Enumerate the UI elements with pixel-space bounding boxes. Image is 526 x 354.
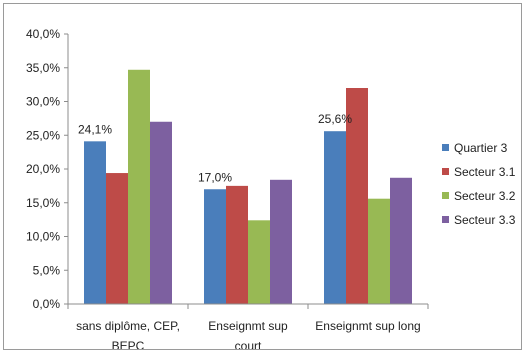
bar bbox=[368, 198, 390, 304]
legend-label: Quartier 3 bbox=[454, 141, 508, 155]
x-category-label: BEPC bbox=[112, 339, 145, 349]
grouped-bar-chart: 0,0% 5,0% 10,0% 15,0% 20,0% 25,0% 30,0% 35,0% 40… bbox=[26, 27, 516, 349]
bar bbox=[324, 131, 346, 304]
y-tick-label: 40,0% bbox=[26, 27, 60, 41]
bar bbox=[226, 185, 248, 304]
legend: Quartier 3 Secteur 3.1 Secteur 3.2 Secteur … bbox=[442, 141, 516, 227]
y-tick-label: 5,0% bbox=[33, 263, 61, 277]
y-tick-label: 0,0% bbox=[33, 297, 61, 311]
bar bbox=[248, 220, 270, 304]
bars bbox=[84, 69, 412, 305]
x-category-label: Enseignmt sup long bbox=[315, 319, 420, 333]
y-tick-label: 25,0% bbox=[26, 128, 60, 142]
y-tick-label: 15,0% bbox=[26, 196, 60, 210]
bar bbox=[390, 177, 412, 304]
legend-swatch bbox=[442, 216, 449, 223]
x-category-label: sans diplôme, CEP, bbox=[76, 319, 180, 333]
legend-swatch bbox=[442, 192, 449, 199]
legend-label: Secteur 3.2 bbox=[454, 189, 516, 203]
x-axis: sans diplôme, CEP, BEPC Enseignmt sup court… bbox=[67, 303, 429, 349]
y-axis: 0,0% 5,0% 10,0% 15,0% 20,0% 25,0% 30,0% 35,0% 40… bbox=[26, 27, 69, 311]
y-tick-label: 20,0% bbox=[26, 162, 60, 176]
legend-label: Secteur 3.1 bbox=[454, 165, 516, 179]
bar bbox=[150, 121, 172, 304]
data-label: 17,0% bbox=[198, 170, 232, 184]
y-tick-label: 10,0% bbox=[26, 230, 60, 244]
legend-label: Secteur 3.3 bbox=[454, 213, 516, 227]
y-tick-label: 30,0% bbox=[26, 95, 60, 109]
bar bbox=[84, 141, 106, 304]
bar bbox=[128, 69, 150, 305]
bar bbox=[346, 88, 368, 304]
x-category-label: court bbox=[235, 339, 262, 349]
y-tick-label: 35,0% bbox=[26, 61, 60, 75]
data-label: 24,1% bbox=[78, 122, 112, 136]
bar bbox=[204, 189, 226, 304]
data-label: 25,6% bbox=[318, 112, 352, 126]
legend-swatch bbox=[442, 144, 449, 151]
bar bbox=[270, 179, 292, 304]
x-category-label: Enseignmt sup bbox=[208, 319, 288, 333]
legend-swatch bbox=[442, 168, 449, 175]
bar bbox=[106, 173, 128, 304]
chart-frame: 0,0% 5,0% 10,0% 15,0% 20,0% 25,0% 30,0% 35,0% 40… bbox=[3, 3, 522, 350]
data-labels: 24,1% 17,0% 25,6% bbox=[78, 112, 352, 184]
